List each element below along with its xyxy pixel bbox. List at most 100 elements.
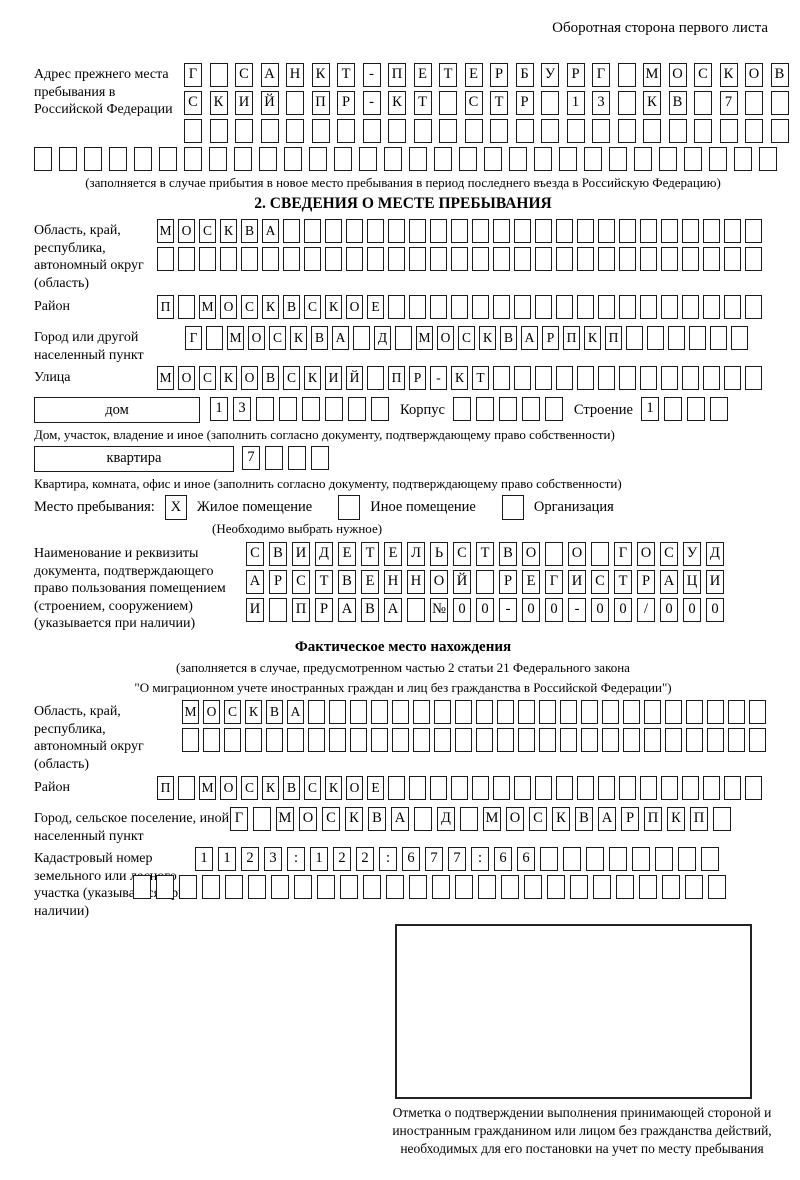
char-cell[interactable] xyxy=(472,295,489,320)
char-cell[interactable] xyxy=(476,728,493,752)
char-cell[interactable]: Р xyxy=(409,366,426,391)
char-cell[interactable] xyxy=(619,295,636,320)
char-cell[interactable] xyxy=(311,445,329,470)
char-cell[interactable] xyxy=(724,247,741,272)
char-cell[interactable] xyxy=(540,847,558,871)
char-cell[interactable] xyxy=(346,219,363,244)
char-cell[interactable] xyxy=(414,807,432,831)
char-cell[interactable]: 1 xyxy=(218,847,236,871)
char-cell[interactable] xyxy=(556,219,573,244)
char-cell[interactable] xyxy=(220,247,237,272)
char-cell[interactable] xyxy=(497,728,514,752)
char-cell[interactable] xyxy=(640,247,657,272)
char-cell[interactable] xyxy=(602,700,619,724)
char-cell[interactable] xyxy=(535,247,552,272)
char-cell[interactable] xyxy=(708,875,726,899)
char-cell[interactable] xyxy=(556,295,573,320)
char-cell[interactable] xyxy=(724,219,741,244)
char-cell[interactable]: 6 xyxy=(494,847,512,871)
char-cell[interactable] xyxy=(178,295,195,320)
char-cell[interactable]: Г xyxy=(614,542,632,566)
char-cell[interactable] xyxy=(367,366,384,391)
char-cell[interactable] xyxy=(476,700,493,724)
char-cell[interactable]: О xyxy=(668,63,687,87)
char-cell[interactable] xyxy=(413,728,430,752)
char-cell[interactable] xyxy=(593,875,611,899)
char-cell[interactable] xyxy=(745,247,762,272)
char-cell[interactable] xyxy=(452,397,471,422)
char-cell[interactable] xyxy=(745,366,762,391)
char-cell[interactable] xyxy=(684,147,702,171)
char-cell[interactable]: К xyxy=(345,807,363,831)
char-cell[interactable] xyxy=(59,147,77,171)
char-cell[interactable]: Е xyxy=(361,570,379,594)
char-cell[interactable] xyxy=(245,728,262,752)
char-cell[interactable] xyxy=(497,700,514,724)
char-cell[interactable]: О xyxy=(637,542,655,566)
char-cell[interactable]: А xyxy=(262,219,279,244)
char-cell[interactable] xyxy=(157,247,174,272)
char-cell[interactable]: Е xyxy=(367,776,384,800)
char-cell[interactable] xyxy=(661,219,678,244)
char-cell[interactable] xyxy=(619,247,636,272)
char-cell[interactable] xyxy=(665,700,682,724)
char-cell[interactable] xyxy=(724,776,741,800)
char-cell[interactable] xyxy=(340,875,358,899)
char-cell[interactable] xyxy=(388,295,405,320)
char-cell[interactable] xyxy=(325,397,343,422)
char-cell[interactable] xyxy=(591,542,609,566)
char-cell[interactable] xyxy=(609,847,627,871)
char-cell[interactable]: О xyxy=(178,219,195,244)
char-cell[interactable] xyxy=(703,247,720,272)
char-cell[interactable] xyxy=(367,219,384,244)
char-cell[interactable] xyxy=(617,91,636,115)
char-cell[interactable]: Р xyxy=(499,570,517,594)
char-cell[interactable]: С xyxy=(322,807,340,831)
char-cell[interactable]: В xyxy=(283,776,300,800)
char-cell[interactable]: Т xyxy=(472,366,489,391)
char-cell[interactable] xyxy=(703,295,720,320)
char-cell[interactable]: В xyxy=(241,219,258,244)
char-cell[interactable]: О xyxy=(178,366,195,391)
char-cell[interactable]: В xyxy=(668,91,687,115)
char-cell[interactable] xyxy=(262,247,279,272)
char-cell[interactable] xyxy=(644,700,661,724)
char-cell[interactable]: К xyxy=(220,219,237,244)
char-cell[interactable] xyxy=(661,776,678,800)
char-cell[interactable] xyxy=(388,219,405,244)
char-cell[interactable] xyxy=(178,247,195,272)
char-cell[interactable]: 0 xyxy=(545,598,563,622)
char-cell[interactable]: Ц xyxy=(683,570,701,594)
char-cell[interactable]: - xyxy=(568,598,586,622)
char-cell[interactable]: Р xyxy=(490,63,508,87)
char-cell[interactable] xyxy=(407,598,425,622)
char-cell[interactable] xyxy=(724,366,741,391)
char-cell[interactable]: В xyxy=(262,366,279,391)
char-cell[interactable] xyxy=(598,219,615,244)
char-cell[interactable]: С xyxy=(591,570,609,594)
char-cell[interactable] xyxy=(329,728,346,752)
char-cell[interactable] xyxy=(493,219,510,244)
char-cell[interactable] xyxy=(689,326,706,351)
char-cell[interactable] xyxy=(655,847,673,871)
char-cell[interactable]: С xyxy=(304,776,321,800)
char-cell[interactable] xyxy=(535,219,552,244)
char-cell[interactable]: 7 xyxy=(719,91,738,115)
char-cell[interactable] xyxy=(259,147,277,171)
char-cell[interactable]: Г xyxy=(185,326,202,351)
char-cell[interactable]: О xyxy=(203,700,220,724)
char-cell[interactable] xyxy=(484,147,502,171)
char-cell[interactable]: С xyxy=(184,91,202,115)
char-cell[interactable] xyxy=(203,728,220,752)
char-cell[interactable]: К xyxy=(262,295,279,320)
char-cell[interactable] xyxy=(475,397,494,422)
char-cell[interactable] xyxy=(707,700,724,724)
char-cell[interactable] xyxy=(451,776,468,800)
char-cell[interactable]: С xyxy=(464,91,483,115)
char-cell[interactable]: 3 xyxy=(233,397,251,422)
char-cell[interactable] xyxy=(686,397,705,422)
char-cell[interactable] xyxy=(682,247,699,272)
char-cell[interactable] xyxy=(745,776,762,800)
char-cell[interactable]: В xyxy=(338,570,356,594)
char-cell[interactable] xyxy=(703,366,720,391)
